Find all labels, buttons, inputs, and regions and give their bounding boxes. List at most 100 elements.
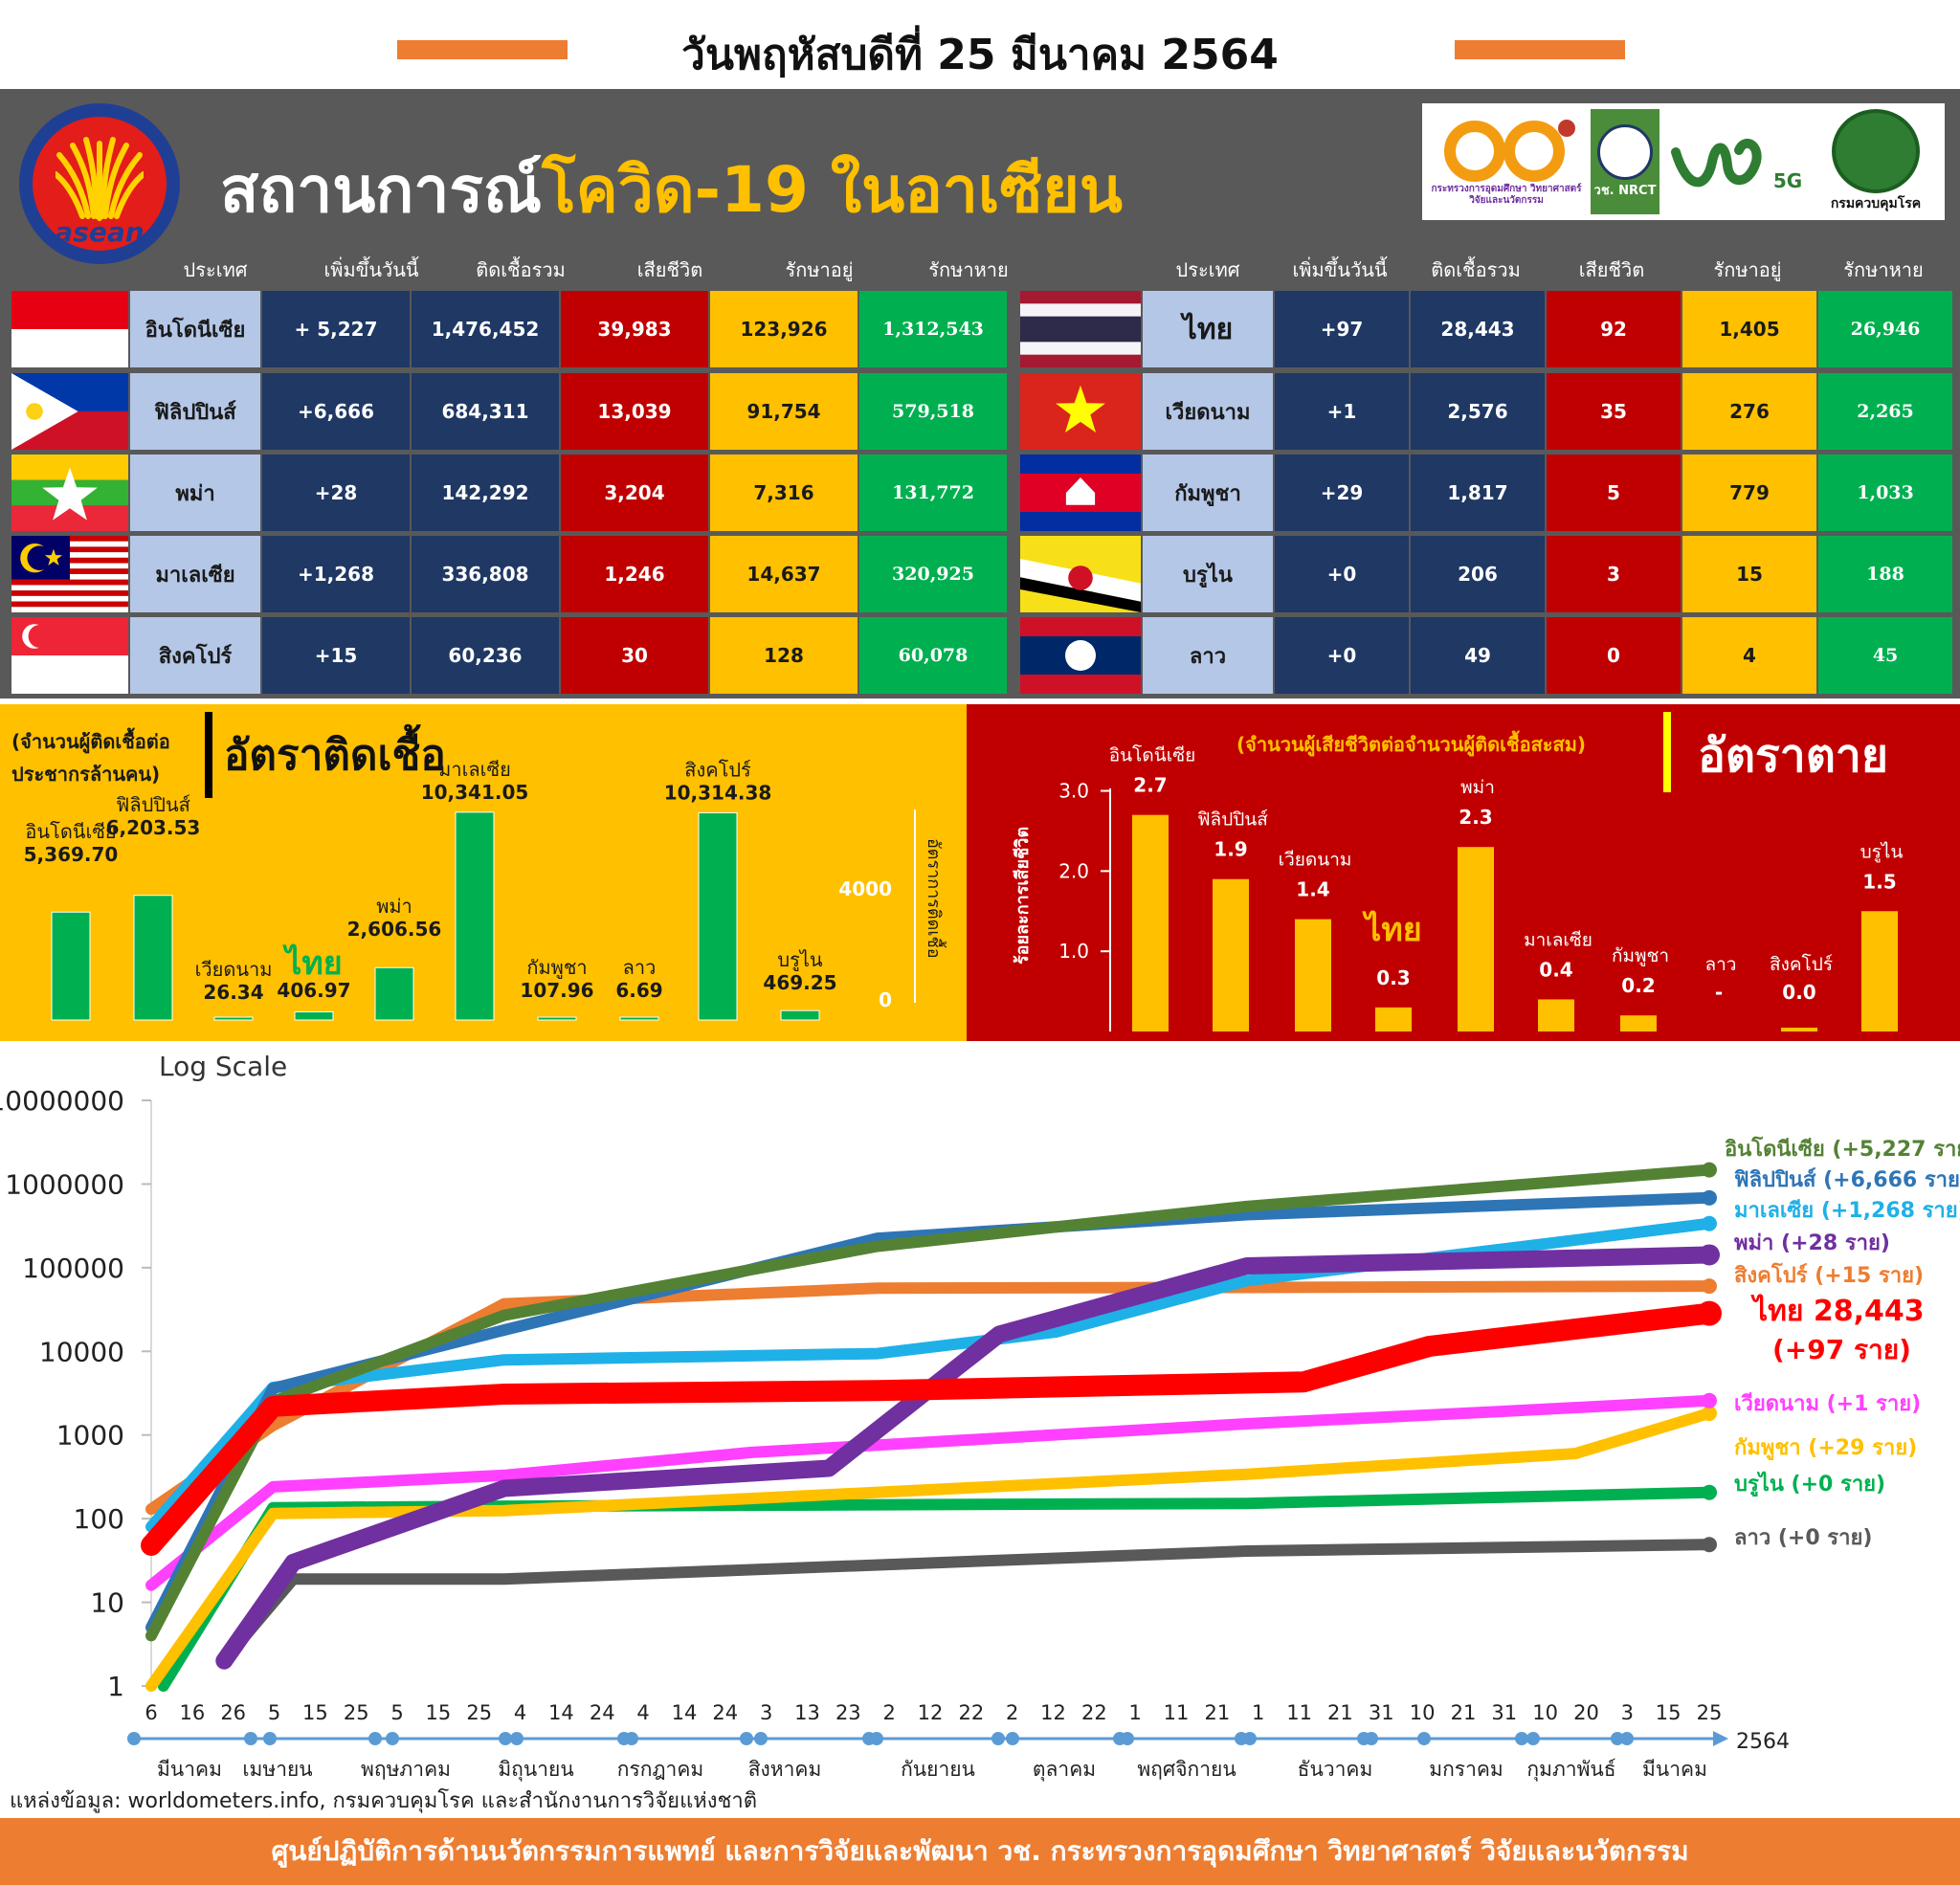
y-tick-label: 2.0 [1058, 859, 1089, 882]
bar-9 [1861, 911, 1898, 1031]
x-axis-marker [1365, 1732, 1378, 1745]
country-row: มาเลเซีย +1,268 336,808 1,246 14,637 320,925 [11, 536, 1018, 612]
country-flag [1020, 536, 1141, 612]
cell-active: 123,926 [710, 291, 858, 367]
bar-5 [1538, 999, 1574, 1031]
legend-label: เวียดนาม (+1 ราย) [1734, 1392, 1921, 1416]
x-tick-label: 22 [1081, 1701, 1107, 1724]
x-axis-marker [1526, 1732, 1540, 1745]
cell-recovered: 1,312,543 [859, 291, 1007, 367]
bar-category-label: ลาว [1705, 954, 1737, 975]
column-header: ติดเชื้อรวม [476, 258, 566, 281]
series-line [218, 1539, 1715, 1667]
month-label: กรกฎาคม [617, 1758, 704, 1781]
infection-rate-subtitle: (จำนวนผู้ติดเชื้อต่อประชากรล้านคน) [11, 730, 170, 786]
cell-name: กัมพูชา [1143, 455, 1273, 531]
cell-deaths: 1,246 [561, 536, 708, 612]
bar-value-label: 2.7 [1133, 774, 1167, 797]
cell-new: +29 [1275, 455, 1409, 531]
y-tick-label: 1000 [56, 1420, 124, 1452]
y-tick-label: 0 [879, 988, 892, 1011]
cell-new: +0 [1275, 536, 1409, 612]
x-axis-marker [499, 1732, 512, 1745]
bar-value-label: 0.3 [1376, 966, 1410, 989]
orange-accent-bar-left [397, 40, 568, 59]
x-axis-marker [1515, 1732, 1528, 1745]
cell-active: 779 [1682, 455, 1816, 531]
bar-value-label: 0.2 [1621, 974, 1655, 997]
x-axis-marker [1243, 1732, 1257, 1745]
laos-flag-icon [1020, 617, 1141, 694]
mortality-rate-subtitle: (จำนวนผู้เสียชีวิตต่อจำนวนผู้ติดเชื้อสะส… [1236, 733, 1587, 756]
x-axis-marker [1121, 1732, 1134, 1745]
cell-deaths: 3 [1547, 536, 1681, 612]
bar-value-label: 1.9 [1214, 838, 1247, 861]
cell-deaths: 3,204 [561, 455, 708, 531]
x-tick-label: 21 [1205, 1701, 1231, 1724]
country-row: บรูไน +0 206 3 15 188 [1020, 536, 1960, 612]
country-flag [1020, 455, 1141, 531]
bar-0 [51, 911, 91, 1021]
cell-new: +6,666 [262, 373, 410, 450]
main-title-part1: สถานการณ์ [220, 153, 543, 227]
cell-name: บรูไน [1143, 536, 1273, 612]
x-tick-label: 26 [220, 1701, 246, 1724]
bar-category-label: อินโดนีเซีย [25, 820, 116, 843]
date-title: วันพฤหัสบดีที่ 25 มีนาคม 2564 [681, 31, 1279, 79]
country-row: ฟิลิปปินส์ +6,666 684,311 13,039 91,754 579,5… [11, 373, 1018, 450]
column-header: เสียชีวิต [636, 258, 703, 281]
cell-deaths: 30 [561, 617, 708, 694]
bar-4 [1458, 847, 1494, 1031]
philippines-flag-icon [11, 373, 128, 450]
legend-label: ฟิลิปปินส์ (+6,666 ราย) [1734, 1167, 1960, 1192]
month-label: พฤศจิกายน [1137, 1758, 1236, 1781]
bar-category-label: ฟิลิปปินส์ [1197, 809, 1268, 831]
cell-total: 1,817 [1411, 455, 1545, 531]
x-tick-label: 31 [1491, 1701, 1517, 1724]
cell-deaths: 92 [1547, 291, 1681, 367]
x-axis-marker [625, 1732, 638, 1745]
title-divider [1663, 712, 1671, 792]
cell-recovered: 131,772 [859, 455, 1007, 531]
footer-bar: ศูนย์ปฏิบัติการด้านนวัตกรรมการแพทย์ และก… [0, 1818, 1960, 1885]
bar-value-label: 0.4 [1539, 958, 1572, 981]
bar-2 [1295, 919, 1331, 1031]
x-tick-label: 21 [1327, 1701, 1353, 1724]
bar-6 [537, 1016, 577, 1021]
x-tick-label: 24 [590, 1701, 615, 1724]
vietnam-flag-icon [1020, 373, 1141, 450]
series-line [141, 1302, 1720, 1556]
bar-3 [1375, 1007, 1412, 1031]
bar-8 [698, 811, 738, 1021]
series-end-marker [1699, 1244, 1720, 1266]
cell-deaths: 39,983 [561, 291, 708, 367]
y-tick-label: 10000 [39, 1336, 124, 1367]
cell-new: +97 [1275, 291, 1409, 367]
x-tick-label: 2 [882, 1701, 895, 1724]
x-tick-label: 31 [1369, 1701, 1394, 1724]
mhesi-caption: กระทรวงการอุดมศึกษา วิทยาศาสตร์ วิจัยและ… [1431, 184, 1582, 206]
legend-label: ไทย 28,443 [1750, 1294, 1925, 1328]
bar-value-label: 2,606.56 [347, 918, 442, 941]
x-tick-label: 3 [1621, 1701, 1634, 1724]
infection-rate-title: อัตราติดเชื้อ [224, 731, 446, 780]
cell-new: +1,268 [262, 536, 410, 612]
month-label: พฤษภาคม [361, 1758, 451, 1781]
bar-value-label: 1.5 [1862, 870, 1896, 893]
y-tick-label: 1 [107, 1671, 124, 1702]
cell-new: +15 [262, 617, 410, 694]
cell-active: 1,405 [1682, 291, 1816, 367]
malaysia-flag-icon [11, 536, 128, 612]
cell-name: มาเลเซีย [130, 536, 260, 612]
bar-category-label: สิงคโปร์ [684, 758, 751, 781]
y-tick-label: 10 [90, 1587, 124, 1619]
bar-4 [374, 966, 414, 1021]
column-header: เสียชีวิต [1578, 258, 1645, 281]
x-tick-label: 25 [344, 1701, 369, 1724]
cell-name: ฟิลิปปินส์ [130, 373, 260, 450]
country-flag [11, 455, 128, 531]
x-tick-label: 15 [302, 1701, 328, 1724]
cambodia-flag-icon [1020, 455, 1141, 531]
column-header: เพิ่มขึ้นวันนี้ [323, 258, 419, 281]
mortality-rate-title: อัตราตาย [1698, 729, 1888, 783]
